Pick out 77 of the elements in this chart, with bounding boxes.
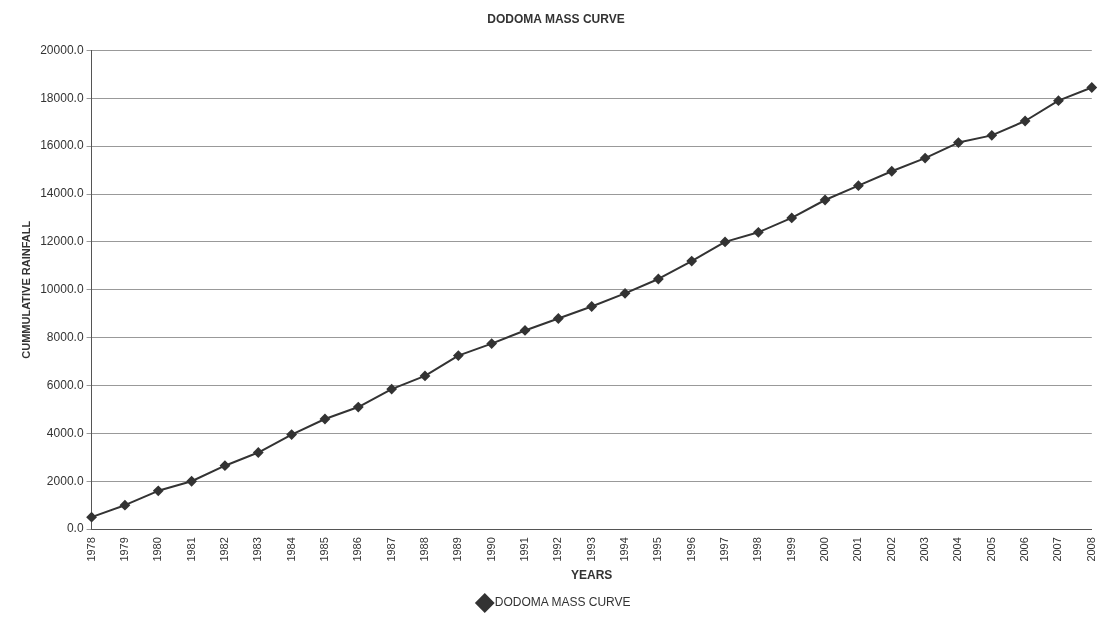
y-tick-label: 12000.0: [40, 234, 84, 249]
x-tick-label: 1990: [484, 537, 497, 562]
x-tick-label: 1998: [751, 537, 764, 562]
y-tick-label: 2000.0: [46, 473, 84, 488]
point: [419, 370, 430, 381]
x-tick-label: 2002: [884, 537, 897, 562]
point: [986, 130, 997, 141]
point: [920, 153, 931, 164]
y-tick-label: 18000.0: [40, 90, 84, 105]
x-tick-label: 2001: [851, 537, 864, 562]
point: [786, 212, 797, 223]
point: [286, 429, 297, 440]
x-tick-label: 2005: [984, 537, 997, 562]
x-tick-label: 1982: [217, 537, 230, 562]
x-tick-label: 2000: [818, 537, 831, 562]
x-tick-label: 1995: [651, 537, 664, 562]
point: [1086, 82, 1097, 93]
x-tick-label: 1981: [184, 537, 197, 562]
y-axis-title: CUMMULATIVE RAINFALL: [19, 220, 32, 359]
point: [820, 195, 831, 205]
x-tick-label: 1997: [718, 537, 731, 562]
point: [319, 414, 330, 425]
point: [553, 313, 564, 324]
y-tick-label: 20000.0: [40, 42, 84, 57]
point: [1053, 95, 1064, 106]
point: [453, 350, 464, 361]
point: [520, 325, 531, 336]
x-tick-label: 1994: [618, 537, 631, 562]
point: [620, 288, 631, 299]
x-tick-label: 1988: [418, 537, 431, 562]
x-tick-label: 1993: [584, 537, 597, 562]
point: [753, 227, 764, 238]
x-tick-label: 1999: [784, 537, 797, 562]
x-tick-label: 1979: [117, 537, 130, 562]
point: [686, 256, 697, 267]
y-tick-label: 14000.0: [40, 186, 84, 201]
point: [386, 384, 397, 395]
x-tick-label: 2004: [951, 537, 964, 562]
point: [653, 273, 664, 284]
x-tick-label: 2006: [1018, 537, 1031, 562]
x-tick-label: 1992: [551, 537, 564, 562]
x-tick-label: 1985: [317, 537, 330, 562]
legend-label: DODOMA MASS CURVE: [494, 595, 631, 610]
point: [186, 476, 197, 487]
y-tick-label: 16000.0: [40, 138, 84, 153]
point: [486, 338, 497, 349]
x-tick-label: 1978: [84, 537, 97, 562]
x-axis-title: YEARS: [571, 568, 613, 583]
y-tick-label: 4000.0: [46, 425, 84, 440]
x-tick-label: 1984: [284, 537, 297, 562]
x-tick-label: 1991: [518, 537, 531, 562]
point: [853, 180, 864, 191]
y-tick-label: 10000.0: [40, 282, 84, 297]
y-tick-label: 0.0: [66, 521, 84, 536]
x-tick-label: 2003: [918, 537, 931, 562]
point: [353, 402, 364, 413]
y-tick-label: 6000.0: [46, 377, 84, 392]
y-tick-label: 8000.0: [46, 329, 84, 344]
x-tick-label: 2008: [1084, 537, 1097, 562]
x-tick-label: 1987: [384, 537, 397, 562]
point: [586, 301, 597, 312]
point: [1020, 116, 1031, 127]
x-tick-label: 1986: [351, 537, 364, 562]
point: [153, 485, 164, 496]
point: [253, 447, 264, 458]
chart-title: DODOMA MASS CURVE: [487, 11, 625, 26]
x-tick-label: 2007: [1051, 537, 1064, 562]
point: [219, 460, 230, 471]
point: [86, 512, 97, 523]
point: [119, 500, 130, 511]
x-tick-label: 1980: [151, 537, 164, 562]
x-tick-label: 1983: [251, 537, 264, 562]
point: [720, 236, 731, 247]
x-tick-label: 1989: [451, 537, 464, 562]
point: [886, 166, 897, 177]
point: [953, 137, 964, 148]
x-tick-label: 1996: [684, 537, 697, 562]
